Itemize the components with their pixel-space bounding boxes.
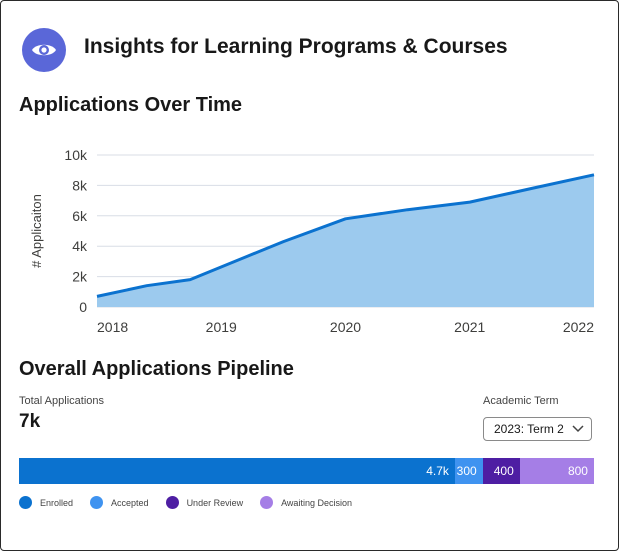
legend-item[interactable]: Under Review — [165, 496, 244, 509]
academic-term-select[interactable]: 2023: Term 2 — [483, 417, 592, 441]
y-tick-label: 2k — [72, 269, 88, 285]
legend-item[interactable]: Enrolled — [19, 496, 73, 509]
total-applications-label: Total Applications — [19, 395, 104, 407]
x-tick-label: 2018 — [97, 319, 128, 335]
pipeline-legend: Enrolled Accepted Under Review Awaiting Dec… — [19, 496, 369, 509]
chart-section-title: Applications Over Time — [19, 94, 243, 116]
chevron-down-icon — [572, 422, 584, 436]
x-tick-label: 2019 — [206, 319, 237, 335]
legend-dot-icon — [260, 496, 274, 509]
pipeline-segment[interactable]: 300 — [454, 458, 483, 484]
eye-icon — [22, 28, 66, 72]
legend-dot-icon — [19, 496, 32, 509]
x-tick-label: 2022 — [563, 319, 594, 335]
x-tick-label: 2021 — [454, 319, 485, 335]
pipeline-segment-label: 800 — [567, 464, 588, 478]
legend-label: Enrolled — [40, 497, 74, 508]
pipeline-segment-label: 4.7k — [426, 464, 449, 478]
pipeline-stacked-bar: 4.7k 300 400 800 — [19, 458, 594, 484]
legend-dot-icon — [165, 496, 179, 509]
series-area — [97, 174, 594, 307]
series-line — [96, 173, 595, 298]
y-tick-label: 6k — [72, 208, 88, 224]
legend-label: Accepted — [111, 497, 149, 508]
legend-item[interactable]: Awaiting Decision — [260, 496, 352, 509]
y-tick-label: 0 — [79, 299, 87, 315]
legend-label: Under Review — [186, 497, 244, 508]
y-tick-label: 8k — [72, 177, 88, 193]
pipeline-segment[interactable]: 800 — [519, 458, 594, 484]
applications-area-chart: 0 2k 4k 6k 8k 10k 2018 2019 2020 2021 2022 # Applic… — [29, 147, 595, 335]
pipeline-segment-label: 400 — [493, 464, 514, 478]
academic-term-label: Academic Term — [483, 395, 559, 407]
pipeline-segment[interactable]: 400 — [482, 458, 520, 484]
pipeline-segment-label: 300 — [456, 464, 477, 478]
total-applications-value: 7k — [19, 411, 41, 432]
y-tick-label: 10k — [64, 147, 88, 163]
y-axis-label: # Applicaiton — [29, 194, 44, 268]
legend-item[interactable]: Accepted — [90, 496, 149, 509]
pipeline-section-title: Overall Applications Pipeline — [19, 358, 294, 380]
x-tick-label: 2020 — [330, 319, 361, 335]
academic-term-value: 2023: Term 2 — [494, 422, 564, 436]
pipeline-segment[interactable]: 4.7k — [19, 458, 455, 484]
legend-dot-icon — [90, 496, 104, 509]
y-tick-label: 4k — [72, 238, 88, 254]
legend-label: Awaiting Decision — [281, 497, 352, 508]
page-title: Insights for Learning Programs & Courses — [84, 35, 508, 58]
